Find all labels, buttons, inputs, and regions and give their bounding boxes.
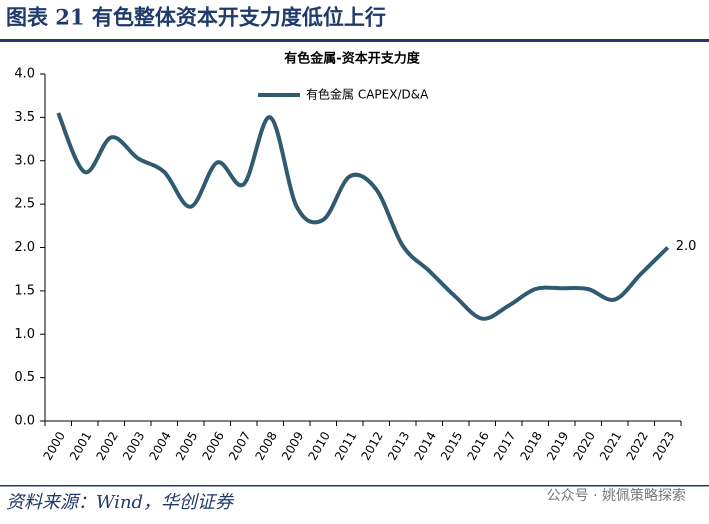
y-tick-label: 0.0 <box>14 414 35 429</box>
header-rule <box>0 39 709 42</box>
x-tick-label: 2015 <box>438 429 465 462</box>
x-tick-label: 2003 <box>120 429 147 462</box>
x-tick-label: 2008 <box>252 429 279 462</box>
legend-label: 有色金属 CAPEX/D&A <box>306 87 429 102</box>
x-tick-label: 2020 <box>570 429 597 462</box>
x-tick-label: 2007 <box>226 429 253 462</box>
x-tick-label: 2010 <box>305 429 332 462</box>
x-tick-label: 2005 <box>173 429 200 462</box>
x-tick-label: 2019 <box>544 429 571 462</box>
footer-source: 资料来源：Wind，华创证券 <box>6 492 235 513</box>
x-tick-label: 2014 <box>411 429 438 462</box>
watermark: 公众号 · 姚佩策略探索 <box>547 487 686 504</box>
x-tick-label: 2023 <box>650 429 677 462</box>
x-tick-label: 2018 <box>517 429 544 462</box>
y-tick-label: 3.0 <box>14 153 35 168</box>
line-series <box>56 112 670 321</box>
x-tick-label: 2016 <box>464 429 491 462</box>
x-tick-label: 2011 <box>332 429 359 462</box>
x-tick-label: 2013 <box>385 429 412 462</box>
y-tick-label: 3.5 <box>14 110 35 125</box>
footer-rule <box>0 485 709 487</box>
x-tick-label: 2006 <box>199 429 226 462</box>
header-title: 图表 21 有色整体资本开支力度低位上行 <box>6 5 386 30</box>
x-tick-label: 2021 <box>597 429 624 462</box>
y-tick-label: 0.5 <box>14 370 35 385</box>
x-tick-label: 2000 <box>40 429 67 462</box>
x-tick-label: 2002 <box>93 429 120 462</box>
x-tick-label: 2012 <box>358 429 385 462</box>
y-tick-label: 1.0 <box>14 327 35 342</box>
x-tick-label: 2009 <box>279 429 306 462</box>
y-tick-label: 2.5 <box>14 197 35 212</box>
x-tick-label: 2022 <box>623 429 650 462</box>
y-tick-label: 1.5 <box>14 283 35 298</box>
chart-title: 有色金属-资本开支力度 <box>284 51 420 67</box>
data-label: 2.0 <box>676 239 697 254</box>
y-tick-label: 2.0 <box>14 240 35 255</box>
x-tick-label: 2004 <box>146 429 173 462</box>
x-tick-label: 2001 <box>67 429 94 462</box>
y-tick-label: 4.0 <box>14 67 35 82</box>
x-tick-label: 2017 <box>491 429 518 462</box>
